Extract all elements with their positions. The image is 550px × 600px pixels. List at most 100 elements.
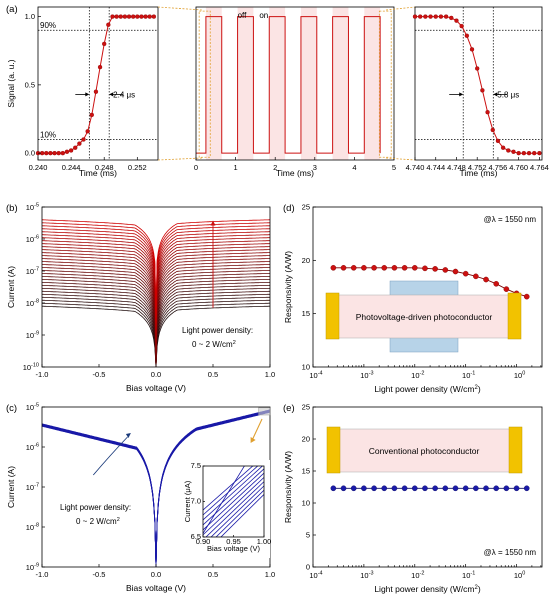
y-tick-label-a-rise: 0.5 (25, 80, 35, 89)
zoom-box-rise (198, 10, 211, 158)
responsivity-point-d (503, 286, 510, 292)
schematic-channel-d (331, 294, 517, 339)
y-tick-label-d: 20 (302, 256, 310, 265)
iv-curve (41, 228, 271, 327)
responsivity-point-e (361, 485, 367, 492)
y-tick-label-e: 10 (302, 499, 310, 508)
y-tick-label-e: 5 (306, 531, 310, 540)
x-tick-label-a-fall: 4.764 (530, 163, 549, 172)
x-tick-label-c: 0.5 (208, 570, 218, 579)
fall-point (443, 14, 449, 19)
x-tick-label-d-text: 100 (514, 371, 525, 381)
responsivity-point-e (462, 485, 469, 492)
inset-y-axis-label: Current (μA) (183, 480, 192, 522)
inset-line (215, 489, 264, 537)
responsivity-point-e (330, 485, 337, 492)
x-tick-label-c: 0.0 (151, 570, 161, 579)
fall-time-label: 5.8 μs (497, 90, 519, 99)
x-tick-label-e-text: 10-2 (411, 571, 424, 581)
y-axis-label-d: Responsivity (A/W) (283, 251, 293, 323)
y-tick-label-e: 25 (302, 403, 310, 412)
inset-line (203, 468, 264, 526)
responsivity-point-e (432, 485, 438, 492)
responsivity-point-d (493, 280, 500, 287)
x-axis-label-c: Bias voltage (V) (126, 583, 186, 593)
fall-point (449, 15, 454, 21)
x-tick-label-a-fall: 4.740 (406, 163, 425, 172)
y-axis-label-a: Signal (a. u.) (6, 59, 16, 107)
responsivity-point-d (442, 267, 449, 273)
rise-arrow-left-head (85, 92, 90, 97)
fall-point (412, 14, 418, 19)
x-axis-label-a-cycle: Time (ms) (276, 168, 314, 178)
x-tick-label-c: -0.5 (93, 570, 106, 579)
responsivity-point-d (452, 268, 459, 275)
x-tick-label-e: 100 (514, 571, 525, 581)
zoom-connector (385, 157, 416, 161)
iv-curve (42, 240, 270, 339)
inset-line (205, 481, 264, 537)
inset-x-tick-label: 1.00 (257, 537, 272, 546)
responsivity-point-e (483, 485, 489, 492)
y-tick-label-c: 10-8 (26, 523, 39, 533)
rise-point (85, 129, 90, 134)
iv-curve (42, 264, 270, 363)
x-tick-label-e-text: 100 (514, 571, 525, 581)
x-axis-label-b: Bias voltage (V) (126, 383, 186, 393)
on-period-shade (237, 7, 254, 160)
rise-point (73, 145, 78, 150)
y-tick-label-b: 10-10 (23, 363, 39, 373)
responsivity-point-e (503, 485, 510, 492)
responsivity-point-e (340, 485, 347, 492)
panel-label-e: (e) (283, 403, 295, 414)
rise-point (106, 22, 111, 27)
fall-point (516, 151, 521, 156)
rise-point (102, 41, 107, 47)
fall-point (495, 138, 501, 144)
fall-point (428, 14, 433, 19)
rise-point (131, 14, 136, 19)
responsivity-point-e (391, 485, 398, 492)
x-tick-label-a-rise: 0.240 (29, 163, 48, 172)
y-axis-label-c: Current (A) (6, 466, 16, 508)
rise-time-label: 2.4 μs (113, 90, 135, 99)
x-tick-label-a-fall: 4.752 (468, 163, 487, 172)
responsivity-point-e (371, 485, 377, 492)
inset-line (220, 494, 264, 537)
zoom-box-fall (378, 10, 392, 158)
rise-point (110, 14, 115, 19)
plot-frame-a-rise (37, 6, 159, 161)
y-tick-label-d: 25 (302, 203, 310, 212)
rise-point (114, 14, 119, 19)
y-tick-label-d: 10 (302, 363, 310, 372)
inset-line (203, 477, 264, 536)
rise-point (139, 14, 144, 19)
responsivity-point-d (381, 264, 388, 271)
y-tick-label-b-text: 10-5 (26, 203, 39, 213)
zoom-connector (157, 6, 203, 11)
responsivity-point-e (422, 485, 428, 492)
x-tick-label-e-text: 10-4 (309, 571, 322, 581)
rise-point (122, 14, 128, 19)
device-label-e: Conventional photoconductor (369, 446, 480, 456)
iv-curve (41, 246, 270, 345)
iv-curve (42, 219, 270, 318)
x-tick-label-a-cycle: 0 (194, 163, 198, 172)
x-tick-label-a-cycle: 3 (313, 163, 317, 172)
y-tick-label-c-text: 10-7 (26, 483, 39, 493)
responsivity-point-e (513, 485, 520, 492)
inset-x-tick-label: 0.95 (226, 537, 241, 546)
y-tick-label-a-rise: 0.0 (25, 149, 35, 158)
x-tick-label-a-fall: 4.760 (509, 163, 528, 172)
responsivity-point-d (462, 270, 469, 277)
y-tick-label-c-text: 10-5 (26, 403, 39, 413)
responsivity-point-e (350, 485, 357, 492)
responsivity-point-d (432, 266, 438, 272)
on-period-shade (364, 7, 381, 160)
inset-lines (203, 466, 264, 537)
fall-point (480, 88, 485, 93)
fall-arrow-left-head (459, 92, 464, 97)
inset-line (203, 466, 259, 516)
annotation-c-line1: Light power density: (60, 503, 131, 512)
fall-arrow-right-head (493, 92, 498, 97)
